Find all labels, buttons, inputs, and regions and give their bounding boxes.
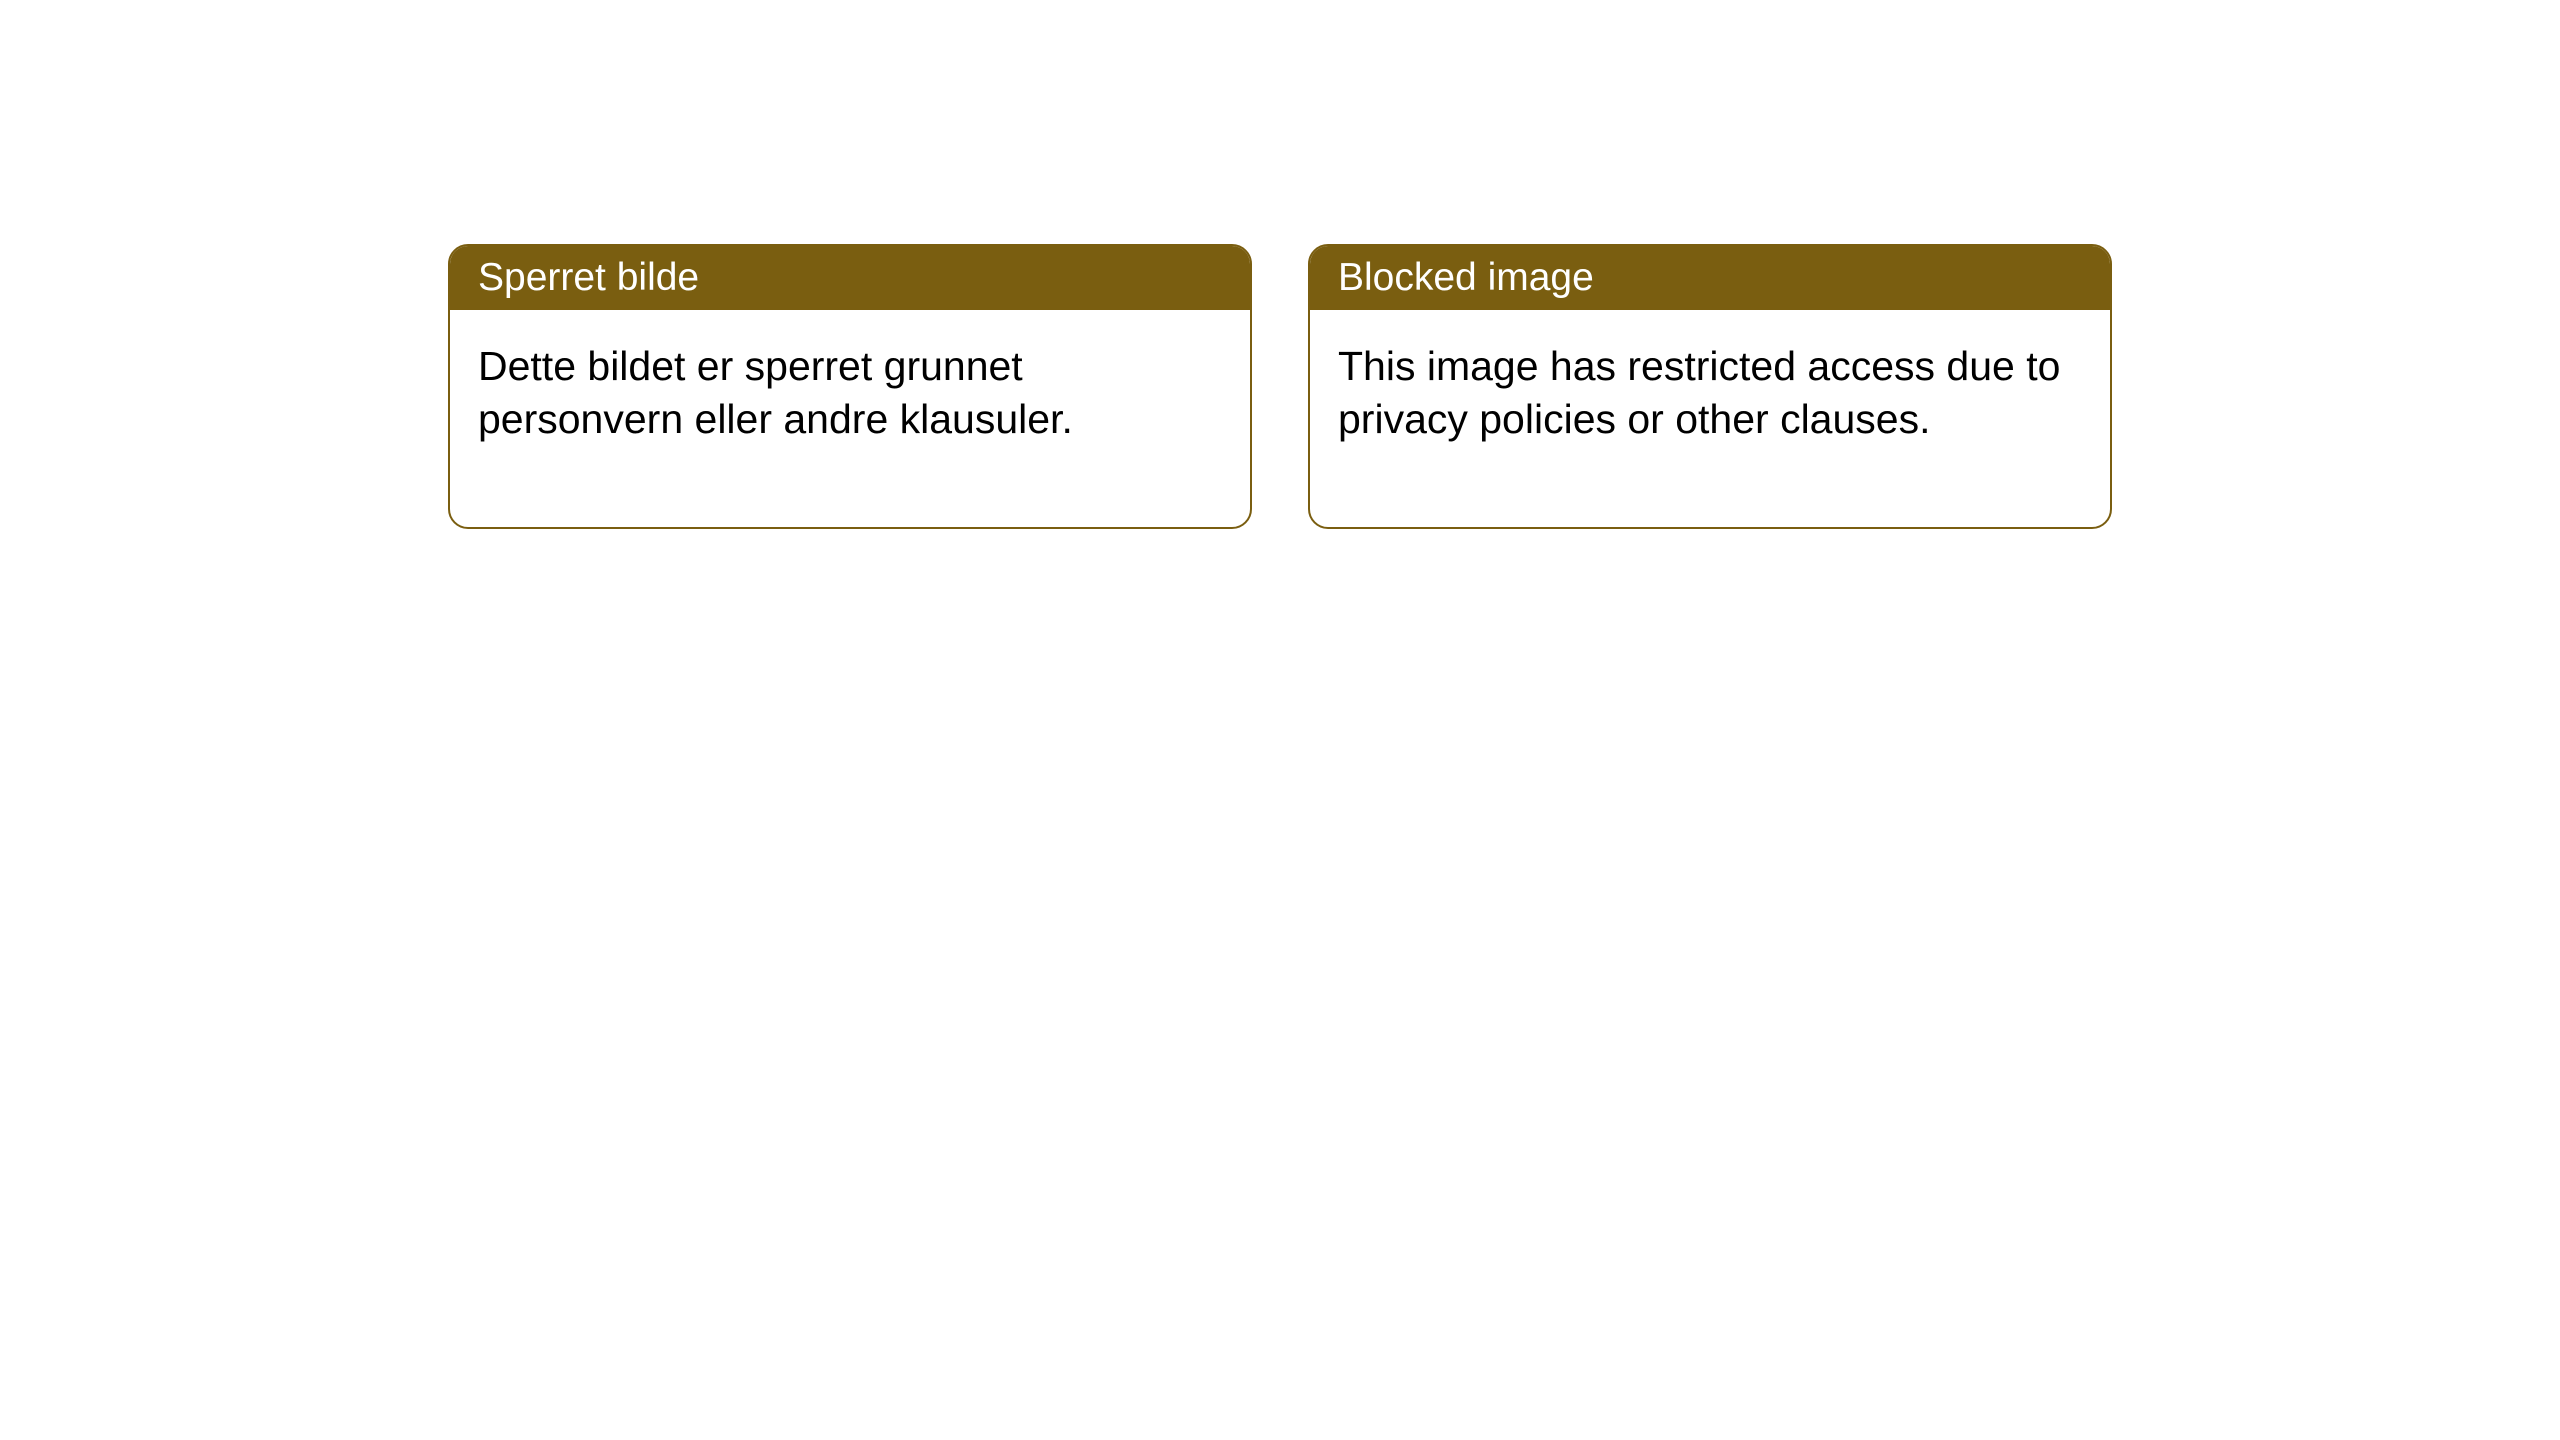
notice-header: Blocked image [1310,246,2110,310]
notice-card-norwegian: Sperret bilde Dette bildet er sperret gr… [448,244,1252,529]
notice-header: Sperret bilde [450,246,1250,310]
notice-body: Dette bildet er sperret grunnet personve… [450,310,1250,527]
notice-card-english: Blocked image This image has restricted … [1308,244,2112,529]
notice-body: This image has restricted access due to … [1310,310,2110,527]
notice-container: Sperret bilde Dette bildet er sperret gr… [448,244,2112,529]
